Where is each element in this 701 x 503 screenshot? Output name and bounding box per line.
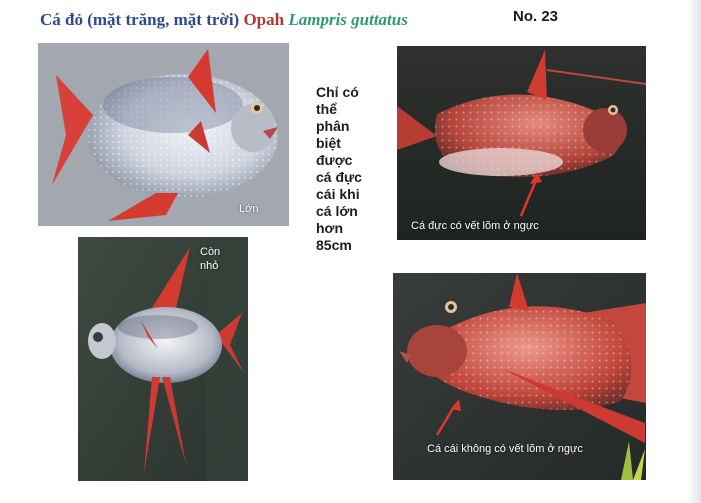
caption-small-line2: nhỏ — [200, 260, 218, 272]
photo-small-fish: Còn nhỏ — [78, 237, 248, 481]
title-english: Opah — [243, 10, 284, 29]
caption-small: Còn nhỏ — [200, 245, 220, 273]
note-line: cá đực — [316, 169, 380, 186]
note-line: thể — [316, 101, 380, 118]
photo-female-fish: Cá cái không có vết lõm ở ngực — [393, 273, 646, 480]
caption-large: Lớn — [239, 203, 258, 215]
page-edge-shadow — [687, 0, 701, 503]
note-line: cá lớn — [316, 203, 380, 220]
title-scientific: Lampris guttatus — [288, 10, 408, 29]
sex-identification-note: Chỉ có thể phân biệt được cá đực cái khi… — [316, 84, 380, 254]
caption-small-line1: Còn — [200, 246, 220, 258]
photo-large-fish: Lớn — [38, 43, 289, 226]
document-title: Cá đỏ (mặt trăng, mặt trời) Opah Lampris… — [40, 10, 408, 30]
caption-female: Cá cái không có vết lõm ở ngực — [427, 443, 583, 455]
note-line: hơn — [316, 220, 380, 237]
title-vietnamese: Cá đỏ (mặt trăng, mặt trời) — [40, 10, 239, 29]
caption-male: Cá đực có vết lõm ở ngực — [411, 220, 539, 232]
note-line: biệt — [316, 135, 380, 152]
note-line: Chỉ có — [316, 84, 380, 101]
note-line: cái khi — [316, 186, 380, 203]
note-line: 85cm — [316, 237, 380, 254]
page-number: No. 23 — [513, 8, 558, 25]
photo-male-fish: Cá đực có vết lõm ở ngực — [397, 46, 646, 240]
note-line: được — [316, 152, 380, 169]
note-line: phân — [316, 118, 380, 135]
